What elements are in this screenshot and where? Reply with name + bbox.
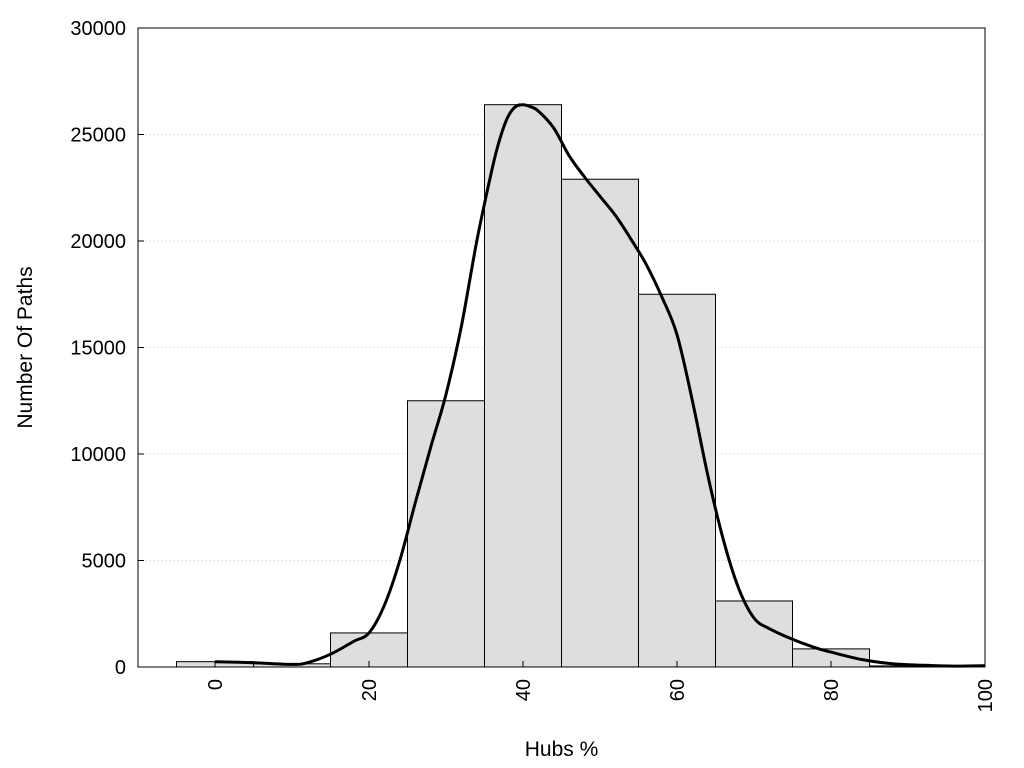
x-tick-label: 60 bbox=[667, 679, 689, 701]
y-tick-label: 10000 bbox=[70, 444, 126, 466]
x-axis-title: Hubs % bbox=[525, 738, 599, 761]
y-tick-label: 15000 bbox=[70, 338, 126, 360]
y-tick-label: 30000 bbox=[70, 18, 126, 40]
y-tick-labels: 0 5000 10000 15000 20000 25000 30000 bbox=[70, 18, 126, 679]
y-tick-label: 20000 bbox=[70, 231, 126, 253]
y-tick-label: 25000 bbox=[70, 125, 126, 147]
x-tick-label: 40 bbox=[513, 679, 535, 701]
histogram-bar bbox=[561, 178, 639, 668]
density-curve-group bbox=[214, 103, 986, 668]
y-tick-label: 0 bbox=[115, 657, 126, 679]
x-tick-label: 0 bbox=[205, 679, 227, 690]
x-tick-label: 20 bbox=[359, 679, 381, 701]
x-tick-labels: 0 20 40 60 80 100 bbox=[205, 679, 997, 712]
histogram-bar bbox=[484, 104, 562, 668]
y-tick-label: 5000 bbox=[82, 551, 127, 573]
histogram-bar bbox=[407, 400, 485, 668]
y-axis-title: Number Of Paths bbox=[14, 266, 37, 428]
density-curve bbox=[214, 103, 986, 668]
x-tick-label: 80 bbox=[821, 679, 843, 701]
x-tick-label: 100 bbox=[975, 679, 997, 712]
histogram-bar bbox=[638, 293, 716, 668]
bars bbox=[176, 104, 986, 668]
ticks bbox=[138, 27, 986, 668]
